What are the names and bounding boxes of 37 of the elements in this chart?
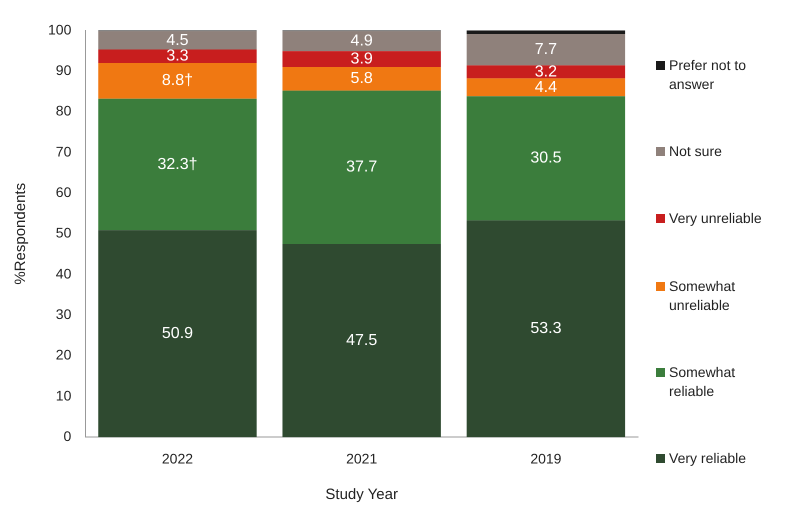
y-tick-label: 20 — [56, 346, 72, 363]
legend-label: Not sure — [669, 142, 723, 162]
legend-label: Very reliable — [669, 448, 748, 468]
legend-label: Very unreliable — [669, 209, 763, 228]
data-label: 32.3† — [157, 156, 198, 173]
y-tick-label: 90 — [56, 62, 72, 78]
data-label: 53.3 — [530, 320, 562, 338]
data-label: 50.9 — [162, 325, 194, 342]
data-label: 4.4 — [534, 78, 558, 96]
y-tick-label: 30 — [56, 306, 72, 322]
data-label: 3.2 — [534, 63, 558, 80]
data-label: 3.3 — [166, 48, 189, 65]
legend-label: Somewhat reliable — [669, 362, 736, 401]
y-axis-title: %Respondents — [12, 182, 30, 285]
x-tick-label: 2022 — [162, 450, 194, 466]
data-label: 7.7 — [534, 41, 558, 58]
data-label: 30.5 — [530, 150, 562, 167]
data-label: 5.8 — [350, 70, 373, 88]
legend-label: Prefer not to answer — [669, 56, 748, 94]
x-tick-label: 2019 — [530, 450, 562, 466]
y-tick-label: 70 — [56, 143, 72, 160]
data-label: 4.5 — [166, 32, 189, 49]
y-tick-label: 100 — [48, 21, 72, 38]
data-label: 37.7 — [346, 158, 378, 176]
data-label: 8.8† — [162, 72, 194, 90]
legend-label: Somewhat unreliable — [669, 276, 736, 315]
y-tick-label: 10 — [56, 387, 72, 404]
data-label: 4.9 — [350, 32, 373, 50]
y-tick-label: 80 — [56, 102, 72, 119]
x-axis-title: Study Year — [325, 486, 398, 504]
y-tick-label: 0 — [64, 428, 72, 444]
y-tick-label: 50 — [56, 224, 72, 241]
x-tick-label: 2021 — [346, 450, 378, 466]
y-tick-label: 40 — [56, 265, 72, 282]
y-tick-label: 60 — [56, 184, 72, 200]
data-label: 47.5 — [346, 332, 378, 349]
data-label: 3.9 — [350, 50, 373, 68]
